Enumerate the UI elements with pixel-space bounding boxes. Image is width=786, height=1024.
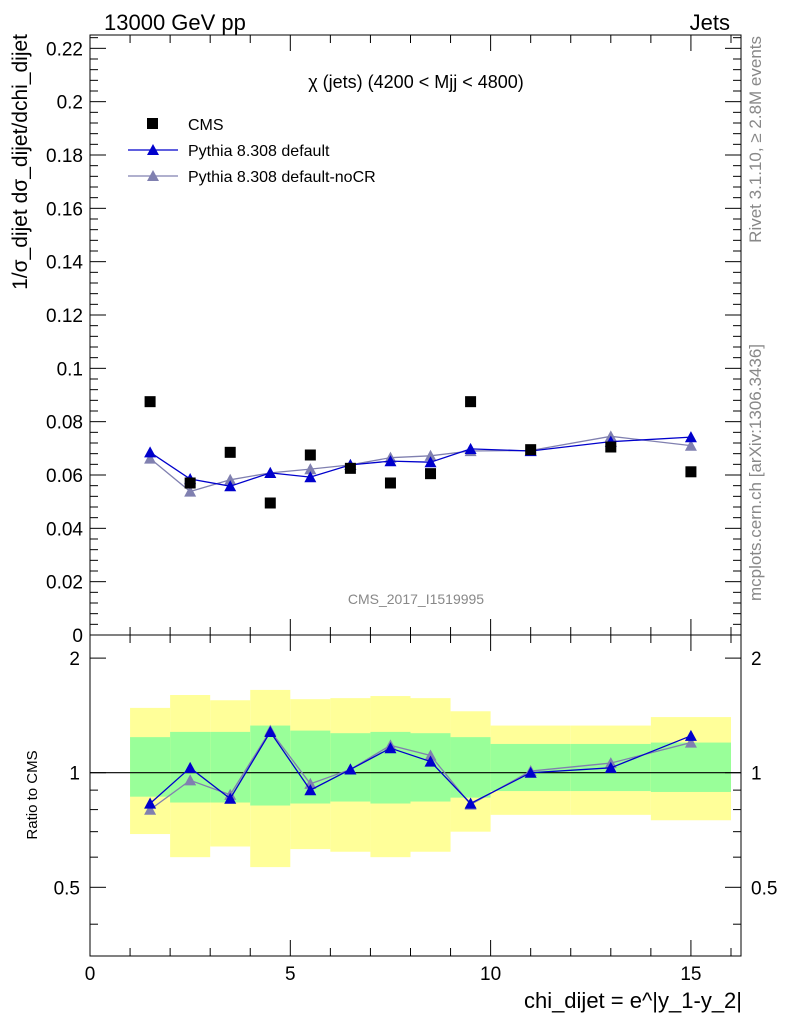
- ratio-panel: 0 5 10 15 0.5 0.5 1 1 2 2 Ratio to CMS: [24, 634, 777, 985]
- cms-data-point: [525, 444, 537, 456]
- uncertainty-band-inner: [650, 742, 731, 792]
- cms-data-point: [605, 441, 617, 453]
- ratio-point-2: [684, 736, 697, 748]
- y-tick-label: 0.02: [46, 573, 83, 594]
- x-tick-label: 10: [480, 964, 501, 985]
- ratio-point-1: [604, 761, 617, 773]
- series-point-2: [424, 449, 437, 461]
- ratio-point-1: [144, 797, 157, 809]
- ratio-tick-label-right: 0.5: [751, 878, 777, 899]
- ratio-point-1: [384, 742, 397, 754]
- ratio-point-1: [264, 725, 277, 737]
- legend: CMS Pythia 8.308 default Pythia 8.308 de…: [128, 117, 376, 186]
- series-point-2: [304, 463, 317, 475]
- legend-cms-marker: [147, 118, 158, 129]
- ratio-tick-label-right: 2: [751, 649, 762, 670]
- uncertainty-band-inner: [250, 725, 291, 806]
- legend-nocr-marker: [147, 170, 159, 181]
- y-tick-label: 0: [72, 626, 83, 647]
- ratio-tick-label: 1: [69, 764, 80, 785]
- ratio-point-1: [304, 784, 317, 796]
- y-tick-label: 0.2: [57, 93, 83, 114]
- x-axis-label: chi_dijet = e^|y_1-y_2|: [524, 988, 742, 1013]
- ratio-point-1: [344, 763, 357, 775]
- legend-default-marker: [147, 144, 159, 155]
- rivet-version-label: Rivet 3.1.10, ≥ 2.8M events: [746, 36, 765, 243]
- ratio-point-1: [424, 755, 437, 767]
- series-point-2: [184, 485, 197, 497]
- series-point-1: [384, 455, 397, 467]
- analysis-watermark: CMS_2017_I1519995: [348, 591, 484, 607]
- series-point-1: [144, 446, 157, 458]
- ratio-point-1: [684, 729, 697, 741]
- ratio-point-1: [184, 761, 197, 773]
- cms-data-point: [264, 497, 276, 509]
- series-point-1: [684, 431, 697, 443]
- y-axis-label: 1/σ_dijet dσ_dijet/dchi_dijet: [9, 34, 32, 290]
- mcplots-label: mcplots.cern.ch [arXiv:1306.3436]: [746, 344, 765, 601]
- y-tick-label: 0.1: [57, 359, 83, 380]
- ratio-line-2: [149, 729, 692, 811]
- ratio-point-2: [184, 774, 197, 786]
- series-point-1: [304, 471, 317, 483]
- cms-data-point: [304, 449, 316, 461]
- series-point-2: [144, 452, 157, 464]
- uncertainty-band-inner: [130, 737, 171, 797]
- cms-data-point: [344, 462, 356, 474]
- y-tick-label: 0.04: [46, 519, 83, 540]
- cms-data-point: [465, 396, 477, 408]
- cms-data-point: [184, 477, 196, 489]
- y-tick-label: 0.08: [46, 413, 83, 434]
- ratio-point-1: [224, 792, 237, 804]
- ratio-frame: [89, 634, 742, 957]
- ratio-tick-label-right: 1: [751, 764, 762, 785]
- x-tick-label: 5: [285, 964, 296, 985]
- y-tick-label: 0.14: [46, 253, 83, 274]
- series-line-1: [149, 436, 691, 487]
- y-tick-label: 0.06: [46, 466, 83, 487]
- cms-data-point: [224, 446, 236, 458]
- uncertainty-band-inner: [410, 733, 451, 802]
- cms-data-point: [425, 468, 437, 480]
- series-point-1: [424, 456, 437, 468]
- ratio-point-1: [464, 797, 477, 809]
- x-tick-label: 15: [680, 964, 701, 985]
- ratio-point-2: [424, 749, 437, 761]
- series-point-2: [224, 473, 237, 485]
- y-tick-label: 0.18: [46, 146, 83, 167]
- legend-cms-label: CMS: [188, 117, 224, 134]
- y-tick-label: 0.22: [46, 39, 83, 60]
- y-tick-label: 0.12: [46, 306, 83, 327]
- header-left-label: 13000 GeV pp: [104, 10, 246, 35]
- ratio-point-1: [524, 766, 537, 778]
- series-point-1: [224, 480, 237, 492]
- cms-data-point: [384, 477, 396, 489]
- ratio-tick-label: 0.5: [54, 878, 80, 899]
- ratio-point-2: [144, 803, 157, 815]
- legend-nocr-label: Pythia 8.308 default-noCR: [188, 169, 376, 186]
- chart-title: χ (jets) (4200 < Mjj < 4800): [308, 72, 524, 92]
- series-point-1: [264, 466, 277, 478]
- series-point-2: [684, 439, 697, 451]
- cms-data-point: [144, 396, 156, 408]
- series-line-2: [149, 435, 691, 493]
- x-tick-label: 0: [85, 964, 96, 985]
- cms-data-point: [685, 466, 697, 478]
- series-point-1: [464, 442, 477, 454]
- ratio-tick-label: 2: [69, 649, 80, 670]
- header-right-label: Jets: [690, 10, 730, 35]
- main-panel: 0 0.02 0.04 0.06 0.08 0.1 0.12 0.14 0.16 0.18 0.2 0…: [9, 34, 742, 647]
- ratio-axis-label: Ratio to CMS: [24, 750, 41, 839]
- ratio-line-1: [149, 730, 692, 805]
- legend-default-label: Pythia 8.308 default: [188, 143, 330, 160]
- y-tick-label: 0.16: [46, 199, 83, 220]
